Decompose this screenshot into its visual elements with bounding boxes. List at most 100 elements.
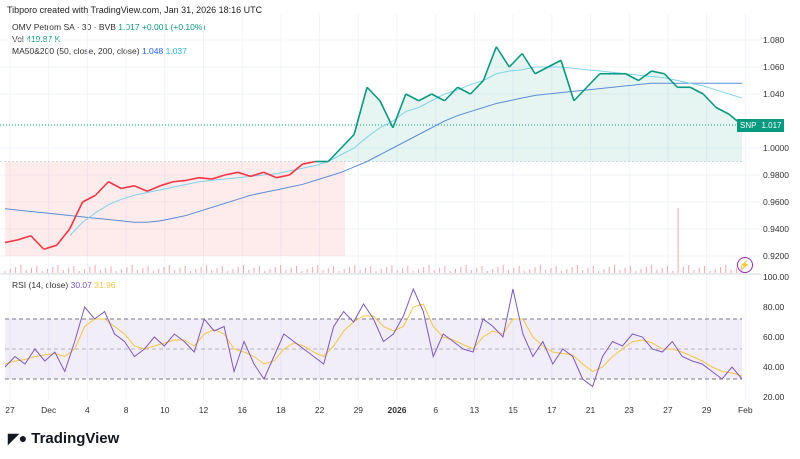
y-tick-label: 0.9800 xyxy=(763,170,789,180)
price-tag-ticker: SNP xyxy=(740,121,757,130)
y-tick-label: 1.0000 xyxy=(763,143,789,153)
price-segment xyxy=(444,86,459,102)
price-segment xyxy=(457,86,471,95)
ma-legend: MA50&200 (50, close, 200, close) 1.048 1… xyxy=(12,46,187,56)
x-tick-label: 10 xyxy=(160,405,170,415)
y-tick-label: 1.060 xyxy=(763,62,785,72)
vol-value: 419.87 K xyxy=(26,34,61,44)
price-segment xyxy=(327,147,342,163)
last-price-tag: SNP 1.017 xyxy=(737,119,785,132)
price-segment xyxy=(573,86,588,102)
x-tick-label: 18 xyxy=(276,405,286,415)
rsi-tick-label: 60.00 xyxy=(763,332,785,342)
x-tick-label: 4 xyxy=(85,405,90,415)
rsi-ma-line xyxy=(4,303,743,377)
y-tick-label: 0.9600 xyxy=(763,197,789,207)
price-segment xyxy=(534,66,549,75)
price-segment xyxy=(663,73,678,88)
rsi-ma-value: 31.96 xyxy=(94,280,116,290)
rsi-band xyxy=(5,319,742,379)
x-tick-label: 29 xyxy=(702,405,712,415)
price-segment xyxy=(237,171,251,178)
symbol-name: OMV Petrom SA · 30 · BVB xyxy=(12,22,116,32)
price-segment xyxy=(211,174,226,180)
price-segment xyxy=(68,201,84,230)
ma200-line xyxy=(4,82,742,223)
price-segment xyxy=(340,133,355,149)
tv-logo-icon: ◤● xyxy=(8,430,28,446)
y-tick-label: 0.9400 xyxy=(763,224,789,234)
price-segment xyxy=(379,100,394,129)
x-tick-label: 8 xyxy=(124,405,129,415)
above-baseline-area xyxy=(315,46,742,162)
price-segment xyxy=(185,176,200,182)
x-tick-label: 17 xyxy=(547,405,557,415)
price-segment xyxy=(82,194,96,203)
price-segment xyxy=(17,234,32,241)
price-segment xyxy=(146,185,161,192)
price-segment xyxy=(263,171,277,179)
x-tick-label: 27 xyxy=(5,405,15,415)
last-price: 1.017 xyxy=(118,22,140,32)
x-tick-label: Dec xyxy=(41,405,57,415)
price-segment xyxy=(353,87,368,135)
price-segment xyxy=(651,70,665,75)
ma200-value: 1.037 xyxy=(165,46,187,56)
price-segment xyxy=(560,60,575,101)
symbol-legend: OMV Petrom SA · 30 · BVB 1.017 +0.001 (+… xyxy=(12,22,205,32)
tradingview-logo: ◤● TradingView xyxy=(8,430,119,447)
price-segment xyxy=(469,79,484,95)
price-segment xyxy=(495,46,510,68)
price-segment xyxy=(586,73,601,88)
price-segment xyxy=(108,181,122,190)
y-tick-label: 0.9200 xyxy=(763,251,789,261)
price-segment xyxy=(689,86,704,95)
price-tag-value: 1.017 xyxy=(761,121,782,130)
x-tick-label: 23 xyxy=(624,405,634,415)
x-tick-label: 2026 xyxy=(388,405,407,415)
x-tick-label: 16 xyxy=(237,405,247,415)
price-segment xyxy=(431,93,445,102)
price-segment xyxy=(366,86,381,102)
rsi-legend: RSI (14, close) 30.07 31.96 xyxy=(12,280,116,290)
price-segment xyxy=(173,179,187,183)
rsi-tick-label: 100.00 xyxy=(763,272,789,282)
x-tick-label: 12 xyxy=(199,405,209,415)
x-tick-label: 27 xyxy=(663,405,673,415)
price-segment xyxy=(133,185,148,192)
rsi-value: 30.07 xyxy=(70,280,92,290)
rsi-tick-label: 80.00 xyxy=(763,302,785,312)
price-segment xyxy=(159,180,174,187)
price-segment xyxy=(625,73,639,82)
price-segment xyxy=(43,244,57,251)
price-segment xyxy=(121,185,135,190)
price-segment xyxy=(405,93,420,102)
price-segment xyxy=(224,171,238,176)
price-segment xyxy=(288,163,303,176)
x-tick-label: 21 xyxy=(586,405,596,415)
price-segment xyxy=(250,171,264,178)
rsi-line xyxy=(4,287,743,388)
x-tick-label: 22 xyxy=(315,405,325,415)
x-tick-label: 29 xyxy=(354,405,364,415)
ma-label: MA50&200 (50, close, 200, close) xyxy=(12,46,140,56)
rsi-tick-label: 40.00 xyxy=(763,362,785,372)
price-segment xyxy=(418,93,433,102)
vol-label: Vol xyxy=(12,34,24,44)
vol-legend: Vol 419.87 K xyxy=(12,34,60,44)
price-segment xyxy=(482,46,498,81)
x-tick-label: 13 xyxy=(470,405,480,415)
price-segment xyxy=(56,228,71,246)
price-segment xyxy=(4,239,19,244)
logo-text: TradingView xyxy=(31,430,120,447)
price-segment xyxy=(638,70,652,82)
below-baseline-area xyxy=(5,161,345,256)
price-change: +0.001 (+0.10%) xyxy=(141,22,206,32)
y-tick-label: 1.080 xyxy=(763,35,785,45)
price-segment xyxy=(302,160,316,165)
rsi-tick-label: 20.00 xyxy=(763,392,785,402)
price-segment xyxy=(547,59,562,68)
lightning-icon[interactable]: ⚡ xyxy=(737,257,753,273)
y-tick-label: 1.040 xyxy=(763,89,785,99)
